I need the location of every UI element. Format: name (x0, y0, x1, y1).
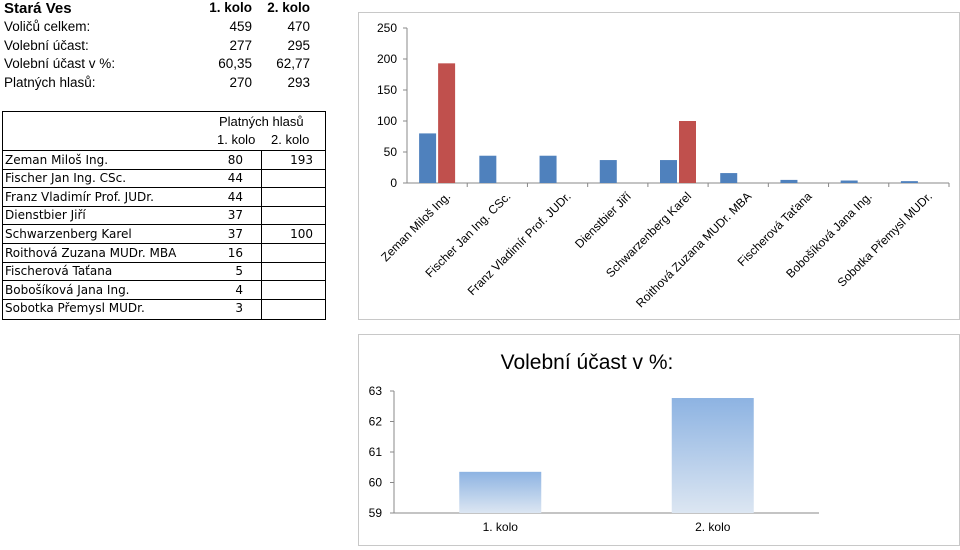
y-tick-label: 100 (377, 114, 397, 128)
x-category-label: Franz Vladimír Prof. JUDr. (465, 189, 574, 298)
summary-row-value-1: 459 (229, 19, 252, 34)
village-title: Stará Ves (4, 0, 72, 17)
y-tick-label: 60 (369, 476, 383, 490)
y-tick-label: 63 (369, 384, 383, 398)
summary-row-value-1: 270 (229, 74, 252, 90)
y-tick-label: 150 (377, 83, 397, 97)
summary-row-value-1: 277 (229, 37, 252, 53)
table-row-divider (3, 298, 325, 300)
table-row-divider (3, 243, 325, 244)
bar-series-1 (599, 160, 617, 183)
candidate-votes-2: 100 (290, 226, 313, 241)
summary-row-value-2: 295 (287, 37, 310, 53)
bar-series-1 (900, 181, 918, 183)
table-row-divider (3, 205, 325, 207)
candidate-votes-1: 44 (227, 189, 243, 204)
bar-series-1 (780, 179, 798, 183)
candidate-name: Dienstbier Jiří (5, 208, 86, 223)
y-tick-label: 200 (377, 52, 397, 66)
summary-row: Platných hlasů: 270 293 (0, 75, 330, 93)
table-row-divider (3, 168, 325, 170)
summary-row: Voličů celkem: 459 470 (0, 19, 330, 37)
votes-chart: 0 50 100 150 200 250 Zeman Miloš Ing. Fischer J… (358, 12, 960, 320)
candidate-votes-1: 3 (235, 301, 243, 316)
candidate-name: Roithová Zuzana MUDr. MBA (5, 245, 177, 260)
candidate-name: Fischerová Taťana (5, 264, 113, 279)
candidate-votes-1: 5 (235, 264, 243, 279)
candidate-votes-1: 44 (227, 171, 243, 186)
candidate-votes-2 (273, 169, 313, 187)
summary-row-label: Voličů celkem: (4, 19, 91, 34)
table-row-divider (3, 187, 325, 189)
candidate-name: Schwarzenberg Karel (5, 226, 132, 241)
candidate-votes-1: 37 (227, 208, 243, 223)
bar-series-1 (539, 155, 557, 183)
y-tick-label: 50 (384, 145, 398, 159)
chart-title: Volební účast v %: (501, 351, 674, 374)
summary-row-value-2: 62,77 (276, 56, 310, 71)
x-category-label: 1. kolo (483, 520, 519, 534)
candidate-name: Bobošíková Jana Ing. (5, 282, 130, 297)
turnout-chart-svg: Volební účast v %: 59 60 61 62 63 1. kolo 2. ko… (369, 351, 819, 534)
y-tick-label: 59 (369, 506, 383, 520)
candidate-votes-2 (273, 244, 313, 262)
turnout-chart: Volební účast v %: 59 60 61 62 63 1. kolo 2. ko… (358, 334, 960, 546)
candidate-col2-header: 2. kolo (271, 132, 310, 147)
turnout-bar (671, 398, 754, 513)
candidate-table-header: Platných hlasů (219, 114, 304, 129)
candidate-name: Fischer Jan Ing. CSc. (5, 171, 127, 186)
candidate-name: Franz Vladimír Prof. JUDr. (5, 189, 154, 204)
table-row-divider (3, 280, 325, 282)
bar-series-1 (660, 160, 677, 183)
candidate-votes-1: 37 (227, 226, 243, 241)
candidate-table: Platných hlasů 1. kolo 2. kolo Zeman Mil… (2, 111, 326, 320)
table-divider (261, 150, 262, 319)
table-row-divider (3, 150, 325, 151)
summary-col1-header: 1. kolo (209, 0, 252, 15)
summary-row-label: Platných hlasů: (4, 74, 96, 90)
summary-header-row: Stará Ves 1. kolo 2. kolo (0, 0, 330, 18)
candidate-votes-2 (273, 299, 313, 317)
candidate-votes-1: 80 (227, 152, 243, 167)
candidate-votes-1: 16 (227, 245, 243, 260)
bar-series-1 (419, 133, 437, 183)
candidate-name: Sobotka Přemysl MUDr. (5, 301, 145, 316)
bar-series-2 (438, 63, 456, 184)
candidate-votes-2 (273, 206, 313, 224)
x-category-label: Roithová Zuzana MUDr. MBA (633, 189, 754, 310)
candidate-col1-header: 1. kolo (217, 132, 256, 147)
y-tick-label: 0 (390, 176, 397, 190)
candidate-votes-2: 193 (290, 152, 313, 167)
summary-row: Volební účast v %: 60,35 62,77 (0, 56, 330, 74)
summary-row-label: Volební účast: (4, 37, 89, 53)
summary-row-value-2: 470 (287, 19, 310, 34)
summary-col2-header: 2. kolo (267, 0, 310, 15)
summary-row-label: Volební účast v %: (4, 56, 116, 71)
summary-row: Volební účast: 277 295 (0, 38, 330, 56)
summary-row-value-2: 293 (287, 74, 310, 90)
x-category-label: Dienstbier Jiří (572, 189, 634, 251)
turnout-bar (459, 471, 542, 513)
summary-row-value-1: 60,35 (218, 56, 252, 71)
y-tick-label: 250 (377, 21, 397, 35)
bar-series-1 (479, 155, 497, 183)
x-category-label: 2. kolo (695, 520, 731, 534)
candidate-votes-2 (273, 281, 313, 299)
candidate-votes-2 (273, 188, 313, 206)
candidate-name: Zeman Miloš Ing. (5, 152, 109, 167)
bar-series-1 (840, 180, 858, 183)
candidate-votes-1: 4 (235, 282, 243, 297)
table-row-divider (3, 261, 325, 263)
y-tick-label: 62 (369, 415, 383, 429)
y-tick-label: 61 (369, 445, 383, 459)
bar-series-1 (720, 173, 738, 183)
table-row-divider (3, 224, 325, 226)
candidate-votes-2 (273, 262, 313, 280)
bar-series-2 (679, 121, 696, 183)
